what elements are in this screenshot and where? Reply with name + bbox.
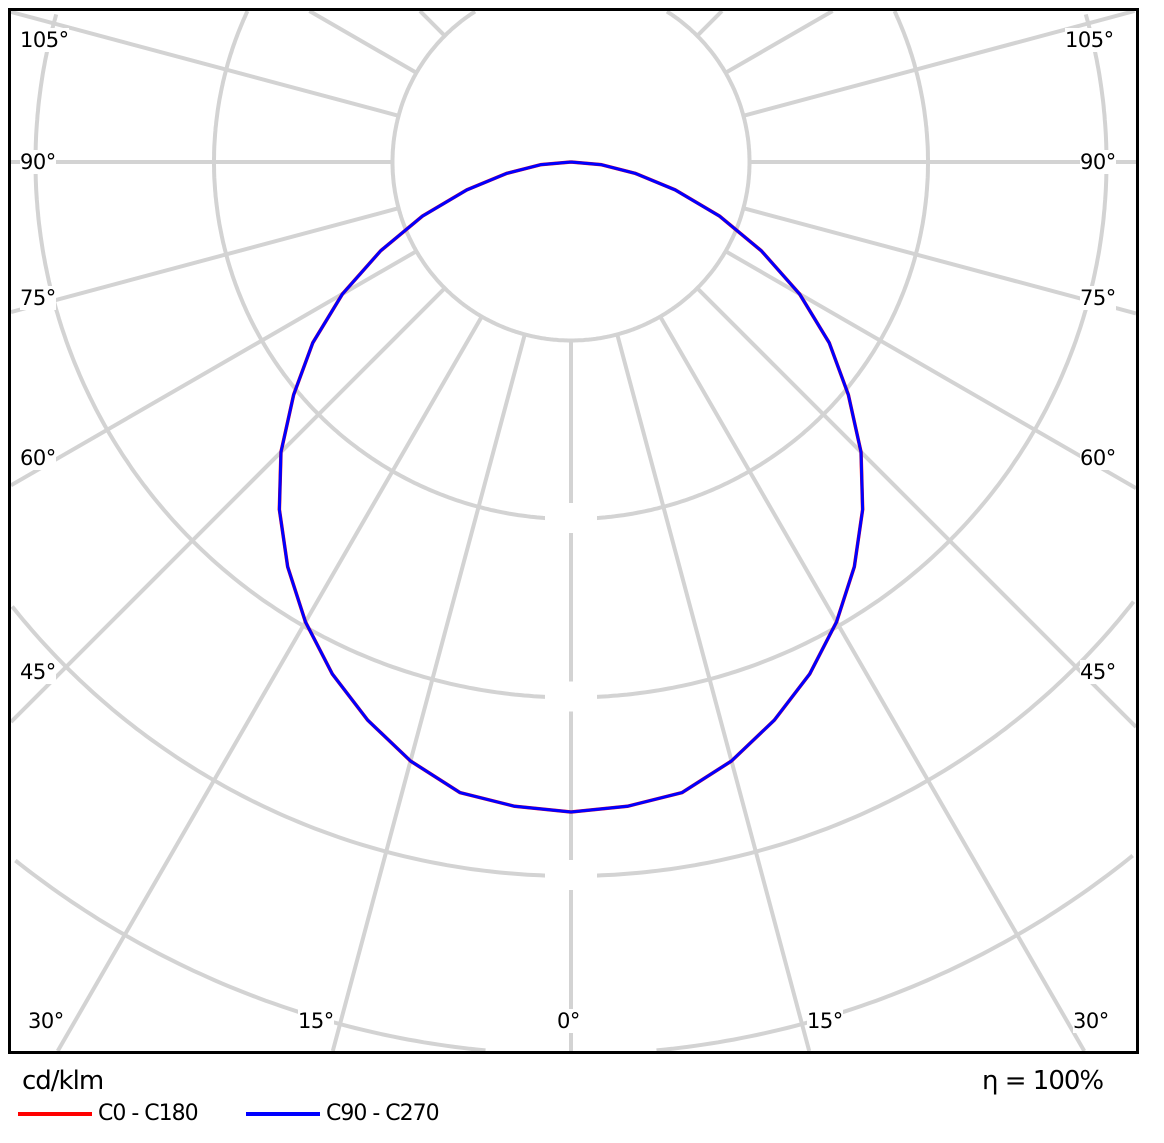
grid-spoke — [724, 249, 1136, 490]
angle-label-left: 60° — [20, 446, 56, 470]
ring-value-label-bg — [545, 681, 597, 712]
efficiency-label: η = 100% — [982, 1066, 1104, 1096]
legend-item-c90: C90 - C270 — [246, 1101, 440, 1126]
angle-label-right: 75° — [1080, 286, 1116, 310]
grid-spoke — [11, 286, 447, 724]
legend-label: C90 - C270 — [326, 1101, 440, 1126]
angle-label-left: 105° — [20, 28, 69, 52]
angle-label-bottom: 30° — [1073, 1009, 1109, 1033]
grid-spoke — [724, 11, 834, 75]
angle-label-right: 105° — [1065, 28, 1114, 52]
angle-label-left: 90° — [20, 150, 56, 174]
polar-chart — [11, 11, 1136, 1051]
angle-label-bottom: 15° — [807, 1009, 843, 1033]
grid-spoke — [11, 11, 400, 118]
grid-ring — [212, 11, 930, 521]
unit-label: cd/klm — [22, 1066, 104, 1096]
angle-label-left: 75° — [20, 286, 56, 310]
grid-spoke — [615, 333, 812, 1051]
angle-label-left: 30° — [28, 1009, 64, 1033]
grid-spoke — [658, 315, 1086, 1051]
ring-value-label-bg — [545, 503, 597, 533]
grid-spoke — [11, 249, 418, 488]
angle-label-bottom: 15° — [298, 1009, 334, 1033]
grid-spoke — [11, 206, 400, 314]
grid-ring — [656, 854, 1134, 1051]
angle-label-right: 90° — [1080, 150, 1116, 174]
grid-spoke — [742, 206, 1136, 316]
legend-label: C0 - C180 — [98, 1101, 199, 1126]
grid-spoke — [695, 11, 724, 38]
angle-label-bottom: 0° — [557, 1009, 580, 1033]
grid-spoke — [418, 11, 447, 38]
grid-ring — [14, 858, 486, 1051]
angle-label-left: 45° — [20, 660, 56, 684]
grid-ring — [665, 11, 752, 162]
legend-swatch-red — [18, 1111, 92, 1116]
ring-value-label-bg — [545, 860, 597, 890]
legend-item-c0: C0 - C180 — [18, 1101, 199, 1126]
grid-spoke — [330, 333, 527, 1051]
grid-ring — [390, 11, 752, 343]
intensity-curve-c90-c270 — [277, 160, 865, 814]
grid-spoke — [308, 11, 418, 75]
grid-ring — [33, 13, 1109, 700]
grid-spoke — [56, 315, 484, 1051]
angle-label-right: 60° — [1080, 446, 1116, 470]
legend-swatch-blue — [246, 1111, 320, 1116]
grid-spoke — [695, 286, 1136, 729]
polar-plot-area — [8, 8, 1139, 1054]
angle-label-right: 45° — [1080, 660, 1116, 684]
grid-ring — [892, 11, 930, 162]
